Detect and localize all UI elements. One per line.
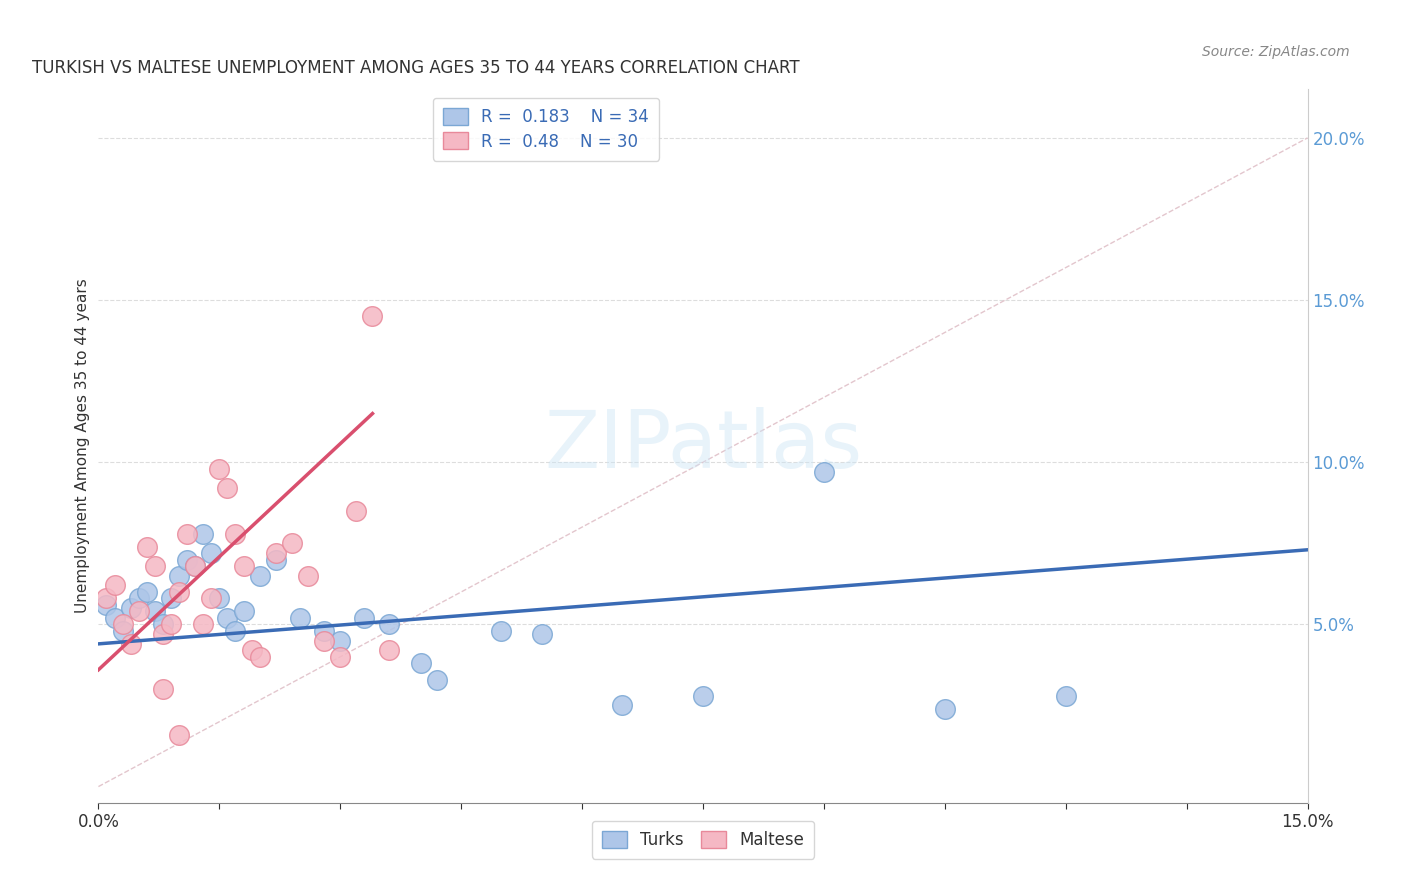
Point [264, 552, 287, 566]
Point [111, 617, 134, 632]
Point [184, 559, 207, 574]
Point [193, 526, 215, 541]
Point [152, 627, 174, 641]
Point [934, 702, 956, 716]
Point [530, 627, 553, 641]
Point [1054, 689, 1077, 703]
Point [377, 643, 399, 657]
Point [224, 624, 246, 638]
Point [120, 637, 142, 651]
Point [288, 611, 311, 625]
Point [249, 649, 271, 664]
Point [208, 461, 231, 475]
Legend: Turks, Maltese: Turks, Maltese [592, 821, 814, 859]
Point [217, 481, 239, 495]
Point [160, 591, 183, 606]
Y-axis label: Unemployment Among Ages 35 to 44 years: Unemployment Among Ages 35 to 44 years [75, 278, 90, 614]
Point [353, 611, 375, 625]
Point [240, 643, 263, 657]
Point [813, 465, 835, 479]
Point [96, 591, 118, 606]
Point [176, 552, 198, 566]
Point [208, 591, 231, 606]
Point [377, 617, 399, 632]
Point [329, 633, 352, 648]
Point [128, 591, 150, 606]
Point [200, 546, 222, 560]
Point [152, 682, 174, 697]
Point [143, 559, 166, 574]
Point [217, 611, 239, 625]
Text: Source: ZipAtlas.com: Source: ZipAtlas.com [1202, 45, 1350, 59]
Point [491, 624, 513, 638]
Point [135, 540, 157, 554]
Point [167, 728, 190, 742]
Point [193, 617, 215, 632]
Point [143, 604, 166, 618]
Point [167, 585, 190, 599]
Point [264, 546, 287, 560]
Point [692, 689, 714, 703]
Point [232, 604, 254, 618]
Point [329, 649, 352, 664]
Point [111, 624, 134, 638]
Point [152, 617, 174, 632]
Point [409, 657, 432, 671]
Point [200, 591, 222, 606]
Point [314, 624, 336, 638]
Point [120, 601, 142, 615]
Text: TURKISH VS MALTESE UNEMPLOYMENT AMONG AGES 35 TO 44 YEARS CORRELATION CHART: TURKISH VS MALTESE UNEMPLOYMENT AMONG AG… [32, 59, 800, 77]
Point [297, 568, 319, 582]
Point [314, 633, 336, 648]
Point [135, 585, 157, 599]
Point [96, 598, 118, 612]
Point [344, 504, 367, 518]
Point [103, 578, 125, 592]
Point [281, 536, 304, 550]
Text: ZIPatlas: ZIPatlas [544, 407, 862, 485]
Point [224, 526, 246, 541]
Point [184, 559, 207, 574]
Point [426, 673, 449, 687]
Point [103, 611, 125, 625]
Point [176, 526, 198, 541]
Point [167, 568, 190, 582]
Point [128, 604, 150, 618]
Point [249, 568, 271, 582]
Point [232, 559, 254, 574]
Point [361, 310, 384, 324]
Point [160, 617, 183, 632]
Point [612, 698, 634, 713]
